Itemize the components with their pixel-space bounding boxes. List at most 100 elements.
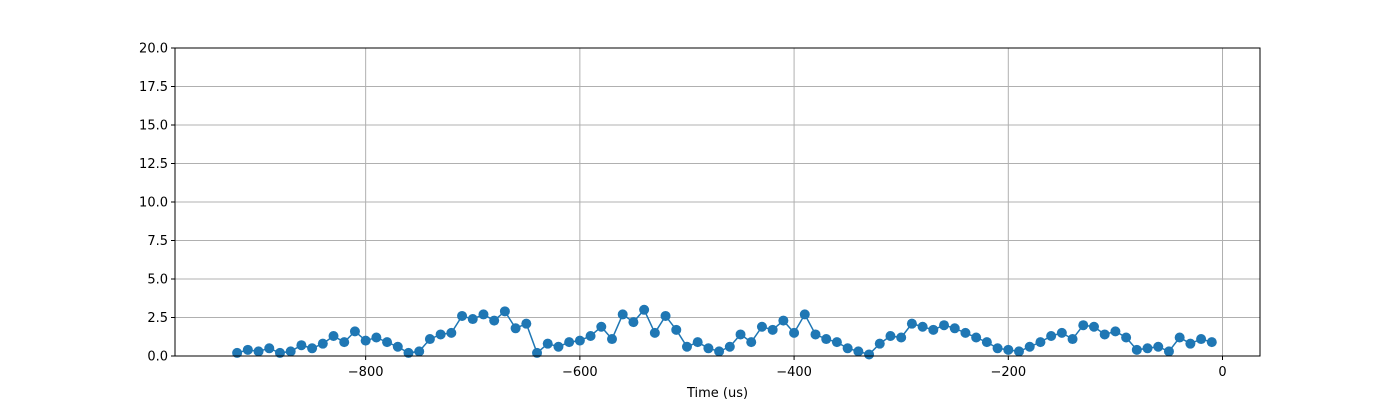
data-point bbox=[1110, 326, 1121, 337]
data-point bbox=[424, 334, 435, 345]
data-point bbox=[360, 335, 371, 346]
grid bbox=[175, 47, 1260, 357]
x-tick-label: 0 bbox=[1218, 365, 1226, 380]
data-point bbox=[949, 323, 960, 334]
data-point bbox=[457, 310, 468, 321]
data-point bbox=[617, 309, 628, 320]
data-point bbox=[789, 327, 800, 338]
data-point bbox=[681, 341, 692, 352]
data-point bbox=[339, 337, 350, 348]
data-point bbox=[864, 349, 875, 360]
data-point bbox=[585, 330, 596, 341]
data-point bbox=[467, 314, 478, 325]
data-point bbox=[1046, 330, 1057, 341]
data-point bbox=[714, 346, 725, 357]
data-point bbox=[906, 318, 917, 329]
data-point bbox=[392, 341, 403, 352]
data-point bbox=[553, 341, 564, 352]
data-point bbox=[896, 332, 907, 343]
y-axis: 0.0 2.5 5.0 7.5 10.0 12.5 15.0 17.5 20.0 bbox=[139, 42, 175, 365]
data-point bbox=[446, 327, 457, 338]
y-tick-label: 15.0 bbox=[139, 119, 168, 134]
data-point bbox=[1121, 332, 1132, 343]
y-tick-label: 10.0 bbox=[139, 196, 168, 211]
data-point bbox=[1003, 344, 1014, 355]
data-point bbox=[510, 323, 521, 334]
data-point bbox=[606, 334, 617, 345]
data-point bbox=[564, 337, 575, 348]
data-point bbox=[1024, 341, 1035, 352]
data-point bbox=[317, 338, 328, 349]
y-tick-label: 7.5 bbox=[147, 234, 168, 249]
data-point bbox=[285, 346, 296, 357]
data-point bbox=[253, 346, 264, 357]
data-point bbox=[628, 317, 639, 328]
y-tick-label: 20.0 bbox=[139, 42, 168, 57]
data-point bbox=[1142, 343, 1153, 354]
data-point bbox=[928, 324, 939, 335]
data-point bbox=[1078, 320, 1089, 331]
data-point bbox=[735, 329, 746, 340]
data-series bbox=[232, 304, 1217, 360]
data-point bbox=[821, 334, 832, 345]
data-point bbox=[692, 337, 703, 348]
y-tick-label: 2.5 bbox=[147, 311, 168, 326]
data-point bbox=[382, 337, 393, 348]
data-point bbox=[1174, 332, 1185, 343]
x-axis: −800 −600 −400 −200 0 bbox=[348, 356, 1227, 380]
data-point bbox=[1067, 334, 1078, 345]
data-point bbox=[1099, 329, 1110, 340]
data-point bbox=[574, 335, 585, 346]
data-point bbox=[532, 347, 543, 358]
data-point bbox=[489, 315, 500, 326]
data-point bbox=[885, 330, 896, 341]
data-point bbox=[1088, 321, 1099, 332]
data-point bbox=[1153, 341, 1164, 352]
data-point bbox=[671, 324, 682, 335]
data-point bbox=[1185, 338, 1196, 349]
data-point bbox=[810, 329, 821, 340]
data-point bbox=[296, 340, 307, 351]
data-point bbox=[842, 343, 853, 354]
data-point bbox=[874, 338, 885, 349]
data-point bbox=[1206, 337, 1217, 348]
data-point bbox=[992, 343, 1003, 354]
x-tick-label: −400 bbox=[776, 365, 812, 380]
y-tick-label: 17.5 bbox=[139, 80, 168, 95]
data-point bbox=[853, 346, 864, 357]
data-point bbox=[939, 320, 950, 331]
data-point bbox=[349, 326, 360, 337]
y-tick-label: 12.5 bbox=[139, 157, 168, 172]
data-point bbox=[799, 309, 810, 320]
data-point bbox=[960, 327, 971, 338]
data-point bbox=[307, 343, 318, 354]
data-point bbox=[414, 346, 425, 357]
y-tick-label: 5.0 bbox=[147, 273, 168, 288]
data-point bbox=[724, 341, 735, 352]
data-point bbox=[778, 315, 789, 326]
data-point bbox=[1014, 346, 1025, 357]
data-point bbox=[371, 332, 382, 343]
data-point bbox=[499, 306, 510, 317]
x-axis-label: Time (us) bbox=[686, 386, 748, 400]
data-point bbox=[264, 343, 275, 354]
data-point bbox=[971, 332, 982, 343]
data-point bbox=[660, 310, 671, 321]
data-point bbox=[1131, 344, 1142, 355]
data-point bbox=[746, 337, 757, 348]
data-point bbox=[831, 337, 842, 348]
data-point bbox=[403, 347, 414, 358]
data-point bbox=[542, 338, 553, 349]
data-point bbox=[756, 321, 767, 332]
data-point bbox=[917, 321, 928, 332]
data-point bbox=[274, 347, 285, 358]
data-point bbox=[1163, 346, 1174, 357]
data-point bbox=[767, 324, 778, 335]
data-point bbox=[649, 327, 660, 338]
data-point bbox=[521, 318, 532, 329]
x-tick-label: −200 bbox=[990, 365, 1026, 380]
data-point bbox=[596, 321, 607, 332]
data-point bbox=[232, 347, 243, 358]
data-point bbox=[981, 337, 992, 348]
y-tick-label: 0.0 bbox=[147, 350, 168, 365]
